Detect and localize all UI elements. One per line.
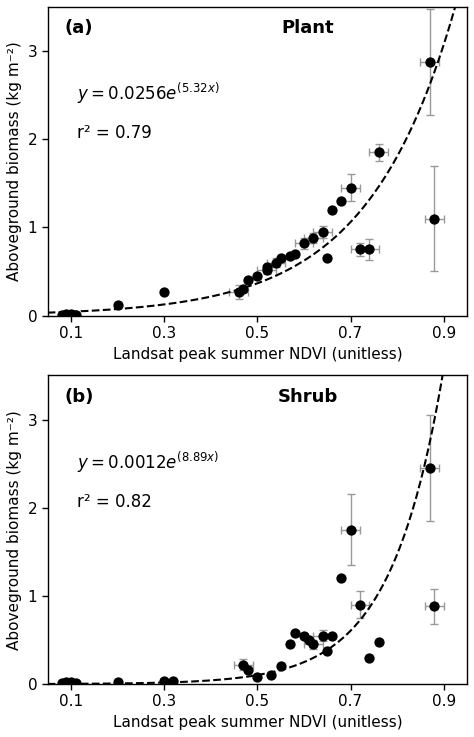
Point	[58, 677, 65, 689]
Point	[160, 674, 168, 686]
Point	[254, 270, 261, 282]
Point	[319, 629, 327, 641]
Point	[291, 248, 299, 259]
Point	[277, 252, 284, 264]
Point	[114, 299, 121, 311]
Y-axis label: Aboveground biomass (kg m⁻²): Aboveground biomass (kg m⁻²)	[7, 41, 22, 281]
Point	[323, 645, 331, 657]
Point	[170, 674, 177, 686]
Point	[67, 677, 75, 688]
Point	[375, 636, 383, 648]
Point	[310, 638, 317, 650]
Text: r² = 0.82: r² = 0.82	[77, 493, 152, 511]
Point	[67, 677, 75, 689]
Point	[291, 627, 299, 639]
Point	[323, 252, 331, 264]
Point	[347, 182, 355, 194]
Point	[277, 660, 284, 672]
Text: (a): (a)	[64, 19, 93, 38]
Y-axis label: Aboveground biomass (kg m⁻²): Aboveground biomass (kg m⁻²)	[7, 410, 22, 649]
X-axis label: Landsat peak summer NDVI (unitless): Landsat peak summer NDVI (unitless)	[112, 346, 402, 362]
X-axis label: Landsat peak summer NDVI (unitless): Landsat peak summer NDVI (unitless)	[112, 715, 402, 730]
Point	[160, 286, 168, 298]
Point	[272, 256, 280, 268]
Point	[244, 274, 252, 286]
Point	[319, 226, 327, 238]
Point	[244, 664, 252, 676]
Point	[239, 283, 247, 295]
Point	[426, 56, 434, 68]
Point	[72, 309, 80, 321]
Text: r² = 0.79: r² = 0.79	[77, 125, 152, 142]
Point	[254, 671, 261, 683]
Text: $y = 0.0012e^{(8.89x)}$: $y = 0.0012e^{(8.89x)}$	[77, 450, 219, 475]
Point	[300, 237, 308, 249]
Point	[328, 204, 336, 216]
Point	[63, 308, 70, 320]
Point	[365, 652, 373, 663]
Point	[263, 264, 271, 276]
Point	[431, 213, 438, 225]
Point	[310, 232, 317, 244]
Point	[300, 629, 308, 641]
Point	[67, 308, 75, 320]
Point	[286, 250, 294, 262]
Point	[356, 599, 364, 611]
Point	[337, 195, 345, 207]
Point	[347, 524, 355, 536]
Point	[267, 669, 275, 681]
Point	[286, 638, 294, 650]
Point	[67, 309, 75, 321]
Text: Plant: Plant	[282, 19, 334, 38]
Point	[365, 243, 373, 255]
Point	[426, 462, 434, 474]
Point	[263, 261, 271, 273]
Point	[375, 147, 383, 158]
Point	[235, 286, 243, 298]
Point	[72, 677, 80, 689]
Point	[356, 243, 364, 255]
Point	[328, 629, 336, 641]
Point	[58, 309, 65, 321]
Point	[431, 601, 438, 612]
Point	[337, 573, 345, 584]
Point	[239, 659, 247, 671]
Point	[63, 677, 70, 688]
Point	[305, 634, 312, 646]
Text: Shrub: Shrub	[278, 388, 338, 406]
Text: $y = 0.0256e^{(5.32x)}$: $y = 0.0256e^{(5.32x)}$	[77, 81, 220, 106]
Point	[114, 677, 121, 688]
Text: (b): (b)	[64, 388, 94, 406]
